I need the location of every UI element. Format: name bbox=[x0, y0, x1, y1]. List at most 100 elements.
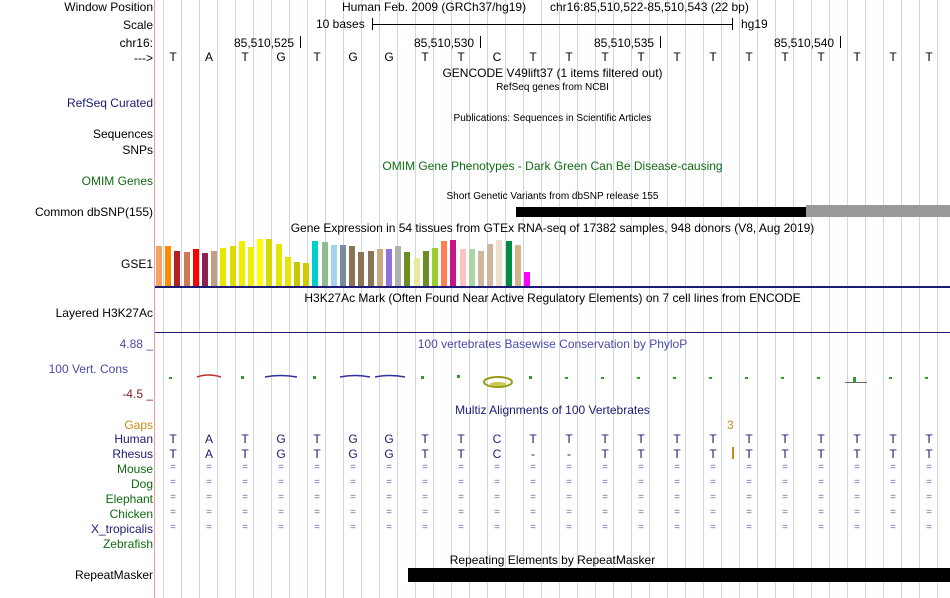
gtex-tissue-bar[interactable] bbox=[165, 246, 172, 286]
gtex-tissue-bar[interactable] bbox=[432, 248, 438, 286]
species-label[interactable]: Mouse bbox=[116, 462, 153, 476]
alignment-base: = bbox=[170, 492, 176, 503]
conservation-wiggle[interactable] bbox=[155, 360, 950, 395]
gtex-tissue-bar[interactable] bbox=[192, 249, 199, 286]
dbsnp-feature[interactable] bbox=[806, 205, 950, 217]
gtex-tissue-bar[interactable] bbox=[202, 253, 208, 286]
h3k27ac-track-title[interactable]: H3K27Ac Mark (Often Found Near Active Re… bbox=[304, 291, 801, 305]
alignment-base: = bbox=[854, 462, 860, 473]
dbsnp-track-label[interactable]: Common dbSNP(155) bbox=[34, 205, 153, 219]
gtex-tissue-bar[interactable] bbox=[496, 240, 503, 286]
multiz-track-title[interactable]: Multiz Alignments of 100 Vertebrates bbox=[455, 403, 650, 417]
coord-label: 85,510,530 bbox=[414, 36, 475, 50]
gtex-tissue-bar[interactable] bbox=[294, 262, 300, 286]
gtex-tissue-bar[interactable] bbox=[358, 252, 365, 286]
alignment-base: T bbox=[853, 432, 861, 446]
gtex-tissue-bar[interactable] bbox=[284, 257, 291, 286]
gtex-tissue-bar[interactable] bbox=[514, 245, 521, 286]
repeatmasker-track-label[interactable]: RepeatMasker bbox=[74, 568, 153, 582]
gtex-tissue-bar[interactable] bbox=[211, 251, 218, 286]
species-label[interactable]: Zebrafish bbox=[102, 537, 153, 551]
gtex-tissue-bar[interactable] bbox=[312, 241, 319, 286]
refseq-track-title[interactable]: RefSeq genes from NCBI bbox=[496, 82, 609, 93]
gtex-tissue-bar[interactable] bbox=[487, 244, 494, 286]
species-label[interactable]: Chicken bbox=[109, 507, 153, 521]
alignment-base: = bbox=[422, 522, 428, 533]
base-letter: T bbox=[781, 50, 789, 64]
gtex-tissue-bar[interactable] bbox=[395, 246, 402, 286]
gtex-tissue-bar[interactable] bbox=[386, 249, 392, 286]
gtex-tissue-bar[interactable] bbox=[238, 241, 245, 286]
gtex-tissue-bar[interactable] bbox=[459, 249, 466, 286]
gtex-tissue-bar[interactable] bbox=[524, 272, 530, 286]
grid-line bbox=[937, 0, 938, 598]
gtex-tissue-bar[interactable] bbox=[303, 263, 310, 286]
dbsnp-feature[interactable] bbox=[516, 207, 806, 217]
species-label[interactable]: Rhesus bbox=[112, 447, 153, 461]
scale-bar-right-tick bbox=[732, 18, 733, 30]
gtex-track-title[interactable]: Gene Expression in 54 tissues from GTEx … bbox=[290, 221, 815, 235]
gtex-tissue-bar[interactable] bbox=[422, 251, 429, 286]
snps-track-label[interactable]: SNPs bbox=[122, 143, 153, 157]
gencode-track-title[interactable]: GENCODE V49lift37 (1 items filtered out) bbox=[442, 66, 663, 80]
alignment-base: = bbox=[926, 492, 932, 503]
gtex-tissue-bar[interactable] bbox=[367, 251, 374, 286]
repeatmasker-track-title[interactable]: Repeating Elements by RepeatMasker bbox=[449, 553, 656, 567]
gtex-tissue-bar[interactable] bbox=[349, 246, 356, 286]
gtex-tissue-bar[interactable] bbox=[413, 258, 420, 286]
alignment-base: = bbox=[710, 477, 716, 488]
base-letter: G bbox=[276, 50, 286, 64]
species-label[interactable]: Human bbox=[114, 432, 153, 446]
gtex-tissue-bar[interactable] bbox=[340, 245, 346, 286]
alignment-base: = bbox=[710, 507, 716, 518]
omim-track-label[interactable]: OMIM Genes bbox=[81, 174, 153, 188]
gtex-bar-chart[interactable] bbox=[155, 237, 950, 286]
h3k27ac-track-label[interactable]: Layered H3K27Ac bbox=[55, 306, 153, 320]
alignment-base: G bbox=[384, 447, 394, 461]
gtex-tissue-bar[interactable] bbox=[183, 252, 190, 286]
repeatmasker-feature[interactable] bbox=[408, 568, 950, 582]
gtex-tissue-bar[interactable] bbox=[441, 241, 448, 286]
alignment-base: = bbox=[314, 492, 320, 503]
grid-line bbox=[271, 0, 272, 598]
coord-label: 85,510,535 bbox=[594, 36, 655, 50]
gtex-tissue-bar[interactable] bbox=[468, 249, 475, 286]
gtex-tissue-bar[interactable] bbox=[156, 246, 162, 286]
alignment-base: G bbox=[276, 432, 286, 446]
gtex-track-label[interactable]: GSE1 bbox=[120, 257, 153, 271]
alignment-base: T bbox=[241, 432, 249, 446]
alignment-base: = bbox=[782, 492, 788, 503]
base-letter: T bbox=[925, 50, 933, 64]
gtex-tissue-bar[interactable] bbox=[220, 248, 227, 286]
gtex-tissue-bar[interactable] bbox=[404, 252, 411, 286]
sequences-track-label[interactable]: Sequences bbox=[92, 127, 153, 141]
gtex-tissue-bar[interactable] bbox=[275, 244, 282, 286]
species-label[interactable]: X_tropicalis bbox=[90, 522, 153, 536]
refseq-track-label[interactable]: RefSeq Curated bbox=[66, 96, 153, 110]
scale-label: Scale bbox=[122, 18, 153, 32]
cons-track-title[interactable]: 100 vertebrates Basewise Conservation by… bbox=[417, 337, 688, 351]
gtex-tissue-bar[interactable] bbox=[257, 239, 264, 286]
species-label[interactable]: Dog bbox=[130, 477, 153, 491]
gtex-tissue-bar[interactable] bbox=[376, 249, 383, 286]
gaps-track-label[interactable]: Gaps bbox=[124, 418, 153, 432]
alignment-base: = bbox=[314, 462, 320, 473]
gtex-tissue-bar[interactable] bbox=[321, 242, 328, 286]
gtex-tissue-bar[interactable] bbox=[174, 251, 181, 286]
gtex-tissue-bar[interactable] bbox=[450, 240, 457, 286]
cons-track-label[interactable]: 100 Vert. Cons bbox=[48, 362, 128, 376]
gtex-tissue-bar[interactable] bbox=[266, 239, 273, 286]
alignment-base: = bbox=[782, 462, 788, 473]
gtex-tissue-bar[interactable] bbox=[229, 246, 236, 286]
alignment-base: = bbox=[638, 507, 644, 518]
gtex-tissue-bar[interactable] bbox=[505, 241, 512, 286]
gtex-tissue-bar[interactable] bbox=[248, 247, 254, 286]
dbsnp-track-title[interactable]: Short Genetic Variants from dbSNP releas… bbox=[446, 191, 659, 202]
gtex-tissue-bar[interactable] bbox=[478, 251, 484, 286]
alignment-base: = bbox=[530, 507, 536, 518]
omim-track-title[interactable]: OMIM Gene Phenotypes - Dark Green Can Be… bbox=[382, 159, 723, 173]
species-label[interactable]: Elephant bbox=[105, 492, 153, 506]
publications-track-title[interactable]: Publications: Sequences in Scientific Ar… bbox=[453, 113, 652, 124]
gtex-tissue-bar[interactable] bbox=[330, 245, 337, 286]
